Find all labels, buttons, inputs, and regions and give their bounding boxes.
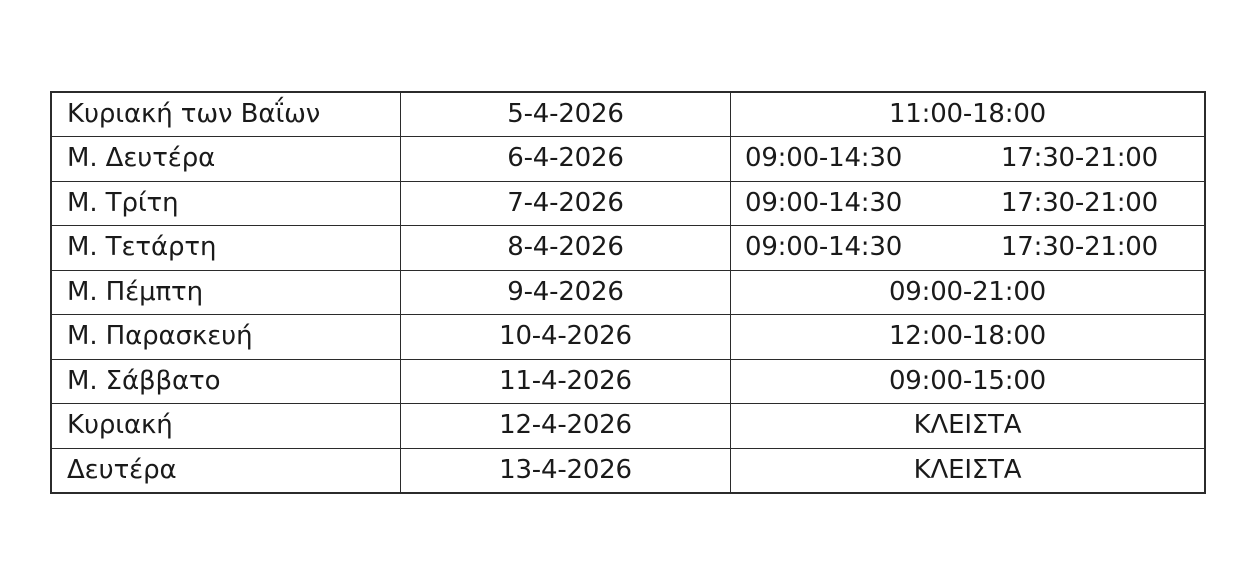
date-cell: 13-4-2026 [400, 447, 731, 494]
hours-cell: 12:00-18:00 [730, 314, 1206, 360]
hours-closed-value: ΚΛΕΙΣΤΑ [913, 454, 1022, 485]
holiday-opening-hours-table: Κυριακή των Βαΐων 5-4-2026 11:00-18:00 Μ… [50, 91, 1206, 494]
date-cell: 10-4-2026 [400, 314, 731, 360]
hours-closed-value: ΚΛΕΙΣΤΑ [913, 410, 1022, 441]
day-name-cell: Κυριακή [50, 403, 401, 449]
hours-value: 12:00-18:00 [888, 321, 1047, 352]
day-name-cell: Μ. Δευτέρα [50, 136, 401, 182]
table-body: Κυριακή των Βαΐων 5-4-2026 11:00-18:00 Μ… [50, 91, 1206, 494]
hours-evening-value: 17:30-21:00 [1000, 187, 1158, 218]
day-name-cell: Μ. Τετάρτη [50, 225, 401, 271]
hours-cell: 09:00-14:30 17:30-21:00 [730, 225, 1206, 271]
date-cell: 5-4-2026 [400, 91, 731, 138]
day-name-cell: Μ. Σάββατο [50, 358, 401, 405]
date-cell: 7-4-2026 [400, 180, 731, 227]
table-row: Μ. Παρασκευή 10-4-2026 12:00-18:00 [50, 314, 1206, 360]
hours-cell: ΚΛΕΙΣΤΑ [730, 447, 1206, 494]
table-row: Κυριακή των Βαΐων 5-4-2026 11:00-18:00 [50, 91, 1206, 138]
date-cell: 11-4-2026 [400, 358, 731, 405]
date-cell: 8-4-2026 [400, 225, 731, 271]
hours-evening-value: 17:30-21:00 [1000, 143, 1158, 174]
hours-cell: 09:00-21:00 [730, 269, 1206, 316]
hours-split-group: 09:00-14:30 17:30-21:00 [731, 187, 1204, 218]
hours-value: 11:00-18:00 [888, 98, 1047, 129]
hours-morning-value: 09:00-14:30 [745, 143, 903, 174]
date-cell: 6-4-2026 [400, 136, 731, 182]
date-cell: 9-4-2026 [400, 269, 731, 316]
hours-morning-value: 09:00-14:30 [745, 187, 903, 218]
day-name-cell: Κυριακή των Βαΐων [50, 91, 401, 138]
day-name-cell: Μ. Τρίτη [50, 180, 401, 227]
hours-evening-value: 17:30-21:00 [1000, 232, 1158, 263]
hours-morning-value: 09:00-14:30 [745, 232, 903, 263]
table-row: Μ. Τρίτη 7-4-2026 09:00-14:30 17:30-21:0… [50, 180, 1206, 227]
table-row: Μ. Πέμπτη 9-4-2026 09:00-21:00 [50, 269, 1206, 316]
hours-split-group: 09:00-14:30 17:30-21:00 [731, 232, 1204, 263]
table-row: Μ. Σάββατο 11-4-2026 09:00-15:00 [50, 358, 1206, 405]
table-row: Μ. Δευτέρα 6-4-2026 09:00-14:30 17:30-21… [50, 136, 1206, 182]
hours-cell: 09:00-14:30 17:30-21:00 [730, 136, 1206, 182]
hours-cell: 09:00-15:00 [730, 358, 1206, 405]
day-name-cell: Μ. Παρασκευή [50, 314, 401, 360]
table-row: Μ. Τετάρτη 8-4-2026 09:00-14:30 17:30-21… [50, 225, 1206, 271]
day-name-cell: Δευτέρα [50, 447, 401, 494]
table-row: Κυριακή 12-4-2026 ΚΛΕΙΣΤΑ [50, 403, 1206, 449]
hours-cell: 09:00-14:30 17:30-21:00 [730, 180, 1206, 227]
hours-value: 09:00-15:00 [888, 365, 1047, 396]
hours-cell: 11:00-18:00 [730, 91, 1206, 138]
day-name-cell: Μ. Πέμπτη [50, 269, 401, 316]
hours-cell: ΚΛΕΙΣΤΑ [730, 403, 1206, 449]
hours-split-group: 09:00-14:30 17:30-21:00 [731, 143, 1204, 174]
table-row: Δευτέρα 13-4-2026 ΚΛΕΙΣΤΑ [50, 447, 1206, 494]
date-cell: 12-4-2026 [400, 403, 731, 449]
hours-value: 09:00-21:00 [888, 276, 1047, 307]
